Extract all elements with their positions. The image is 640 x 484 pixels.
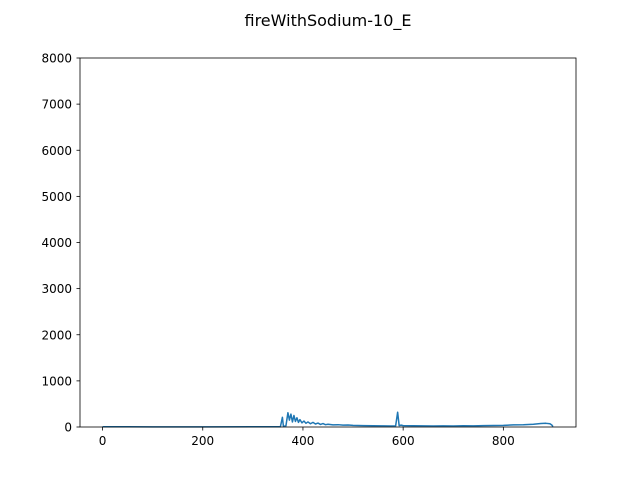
- y-tick-label: 5000: [41, 190, 72, 204]
- x-tick-label: 200: [191, 434, 214, 448]
- x-tick-label: 400: [291, 434, 314, 448]
- x-tick-label: 800: [492, 434, 515, 448]
- y-tick-label: 7000: [41, 98, 72, 112]
- y-tick-label: 4000: [41, 236, 72, 250]
- axes-frame: [79, 57, 577, 428]
- series-layer: [102, 411, 554, 428]
- x-tick-label: 0: [99, 434, 107, 448]
- x-tick-label: 600: [392, 434, 415, 448]
- y-tick-label: 0: [64, 421, 72, 435]
- y-tick-label: 3000: [41, 282, 72, 296]
- y-tick-label: 6000: [41, 144, 72, 158]
- y-tick-label: 2000: [41, 328, 72, 342]
- chart-title: fireWithSodium-10_E: [244, 11, 412, 30]
- series-line-0: [102, 411, 554, 428]
- y-tick-label: 1000: [41, 374, 72, 388]
- axis-layer: 0 200 400 600 800010002000300040005000600070…: [41, 52, 577, 448]
- y-tick-label: 8000: [41, 52, 72, 66]
